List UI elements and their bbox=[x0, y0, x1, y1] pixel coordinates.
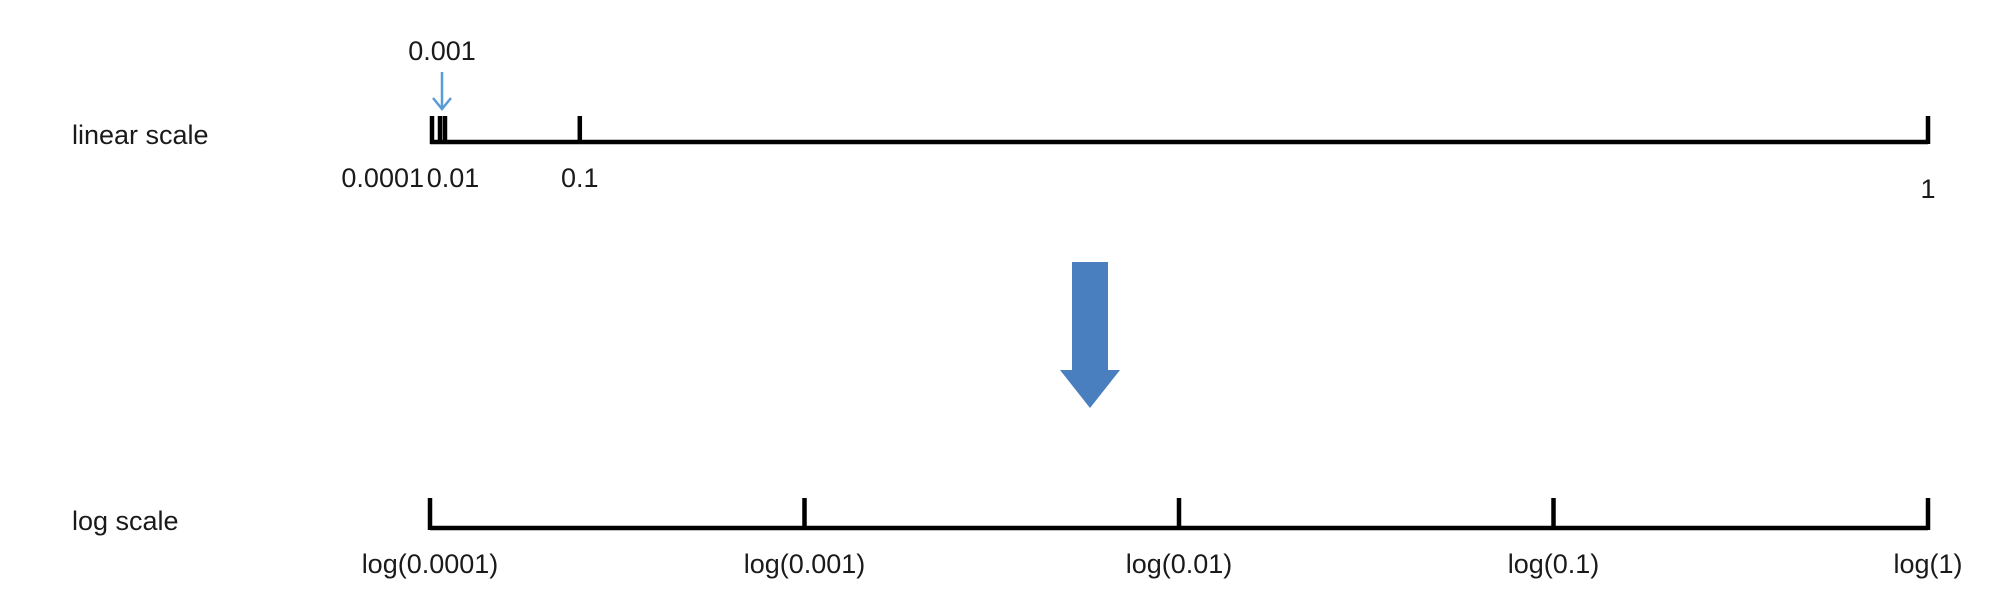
linear-tick-label-1: 1 bbox=[1920, 174, 1935, 204]
linear-axis-ticks bbox=[429, 116, 1931, 144]
log-axis-ticks bbox=[427, 498, 1931, 530]
log-axis-tick-labels: log(0.0001) log(0.001) log(0.01) log(0.1) lo… bbox=[362, 549, 1963, 579]
down-arrow-icon bbox=[1060, 262, 1120, 408]
log-tick-label-log-0-0001: log(0.0001) bbox=[362, 549, 499, 579]
linear-axis-tick-labels: 0.0001 0.001 0.01 0.1 1 bbox=[341, 36, 1935, 204]
linear-tick-label-0-0001: 0.0001 bbox=[341, 163, 424, 193]
linear-tick-label-0-001: 0.001 bbox=[408, 36, 476, 66]
linear-scale-axis: 0.0001 0.001 0.01 0.1 1 bbox=[341, 36, 1935, 204]
log-scale-label: log scale bbox=[72, 506, 179, 536]
log-tick-label-log-1: log(1) bbox=[1893, 549, 1962, 579]
log-scale-axis: log(0.0001) log(0.001) log(0.01) log(0.1) lo… bbox=[362, 498, 1963, 579]
log-tick-label-log-0-1: log(0.1) bbox=[1508, 549, 1600, 579]
linear-tick-label-0-1: 0.1 bbox=[561, 163, 599, 193]
linear-tick-label-0-01: 0.01 bbox=[427, 163, 480, 193]
down-arrow-icon bbox=[432, 72, 452, 111]
log-tick-label-log-0-001: log(0.001) bbox=[744, 549, 866, 579]
transform-arrow bbox=[1060, 262, 1120, 408]
linear-scale-label: linear scale bbox=[72, 120, 209, 150]
log-tick-label-log-0-01: log(0.01) bbox=[1126, 549, 1233, 579]
callout-0.001 bbox=[432, 72, 452, 111]
